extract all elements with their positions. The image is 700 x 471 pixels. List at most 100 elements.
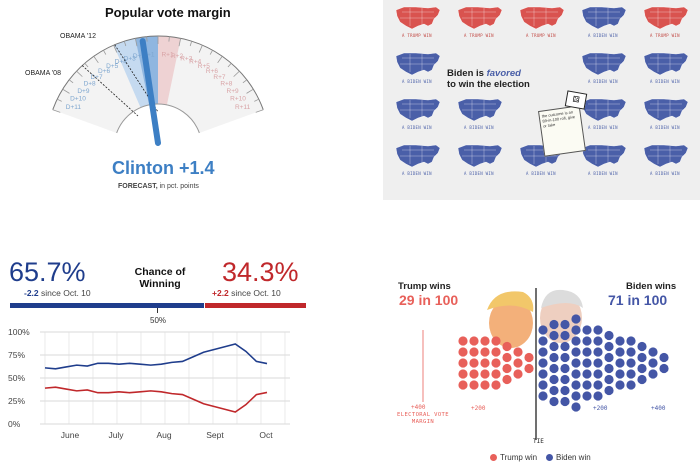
trump-win-dot <box>502 352 512 363</box>
gauge-r-tick-label: R+10 <box>230 96 246 103</box>
biden-win-dot <box>571 336 581 346</box>
trump-win-dot <box>458 369 468 379</box>
trump-win-dot <box>502 374 512 385</box>
biden-win-dot <box>582 391 592 401</box>
biden-win-dot <box>538 369 548 379</box>
dice-icon: ⚄ <box>564 90 588 110</box>
rep-change: +2.2 since Oct. 10 <box>212 288 281 298</box>
map-outcome-label: A BIDEN WIN <box>402 79 432 84</box>
dem-chance-pct: 65.7% <box>9 257 86 287</box>
chance-bar-midpoint <box>157 308 158 313</box>
biden-win-dot <box>538 325 548 335</box>
trump-win-dot <box>491 347 501 357</box>
biden-win-map <box>642 96 690 122</box>
biden-win-dot <box>571 369 581 379</box>
gauge-label-obama-08: OBAMA '08 <box>25 70 61 77</box>
biden-win-dot <box>626 369 636 379</box>
chance-x-tick-label: July <box>108 430 124 440</box>
biden-win-dot <box>626 358 636 368</box>
biden-win-dot <box>582 369 592 379</box>
gauge-d-tick-label: D+9 <box>77 88 89 95</box>
map-headline-box: Biden is favored to win the election <box>445 66 571 98</box>
biden-win-dot <box>604 385 614 396</box>
map-outcome-label: A BIDEN WIN <box>588 79 618 84</box>
trump-win-dot <box>469 380 479 390</box>
biden-win-dot <box>560 396 570 407</box>
biden-win-dot <box>604 341 614 352</box>
chance-x-tick-label: Aug <box>156 430 171 440</box>
biden-win-dot <box>593 347 603 357</box>
gauge-r-tick-label: R+3 <box>180 55 192 62</box>
gauge-caption: FORECAST, in pct. points <box>118 183 199 190</box>
map-headline-rest: to win the election <box>447 79 530 90</box>
trump-win-dot <box>469 336 479 346</box>
biden-win-map <box>394 50 442 76</box>
gauge-tick <box>242 79 248 84</box>
biden-win-dot <box>582 358 592 368</box>
biden-win-dot <box>560 341 570 352</box>
biden-win-dot <box>626 347 636 357</box>
map-outcome-label: A TRUMP WIN <box>464 33 494 38</box>
map-outcome-label: A BIDEN WIN <box>526 171 556 176</box>
rep-change-value: +2.2 <box>212 288 229 298</box>
biden-win-dot <box>615 369 625 379</box>
biden-win-dot <box>637 363 647 374</box>
biden-win-dot <box>659 352 669 363</box>
biden-win-dot <box>593 336 603 346</box>
gauge-r-tick-label: R+9 <box>227 88 239 95</box>
biden-win-dot <box>560 330 570 341</box>
gauge-tick <box>113 45 118 53</box>
map-outcome-label: A TRUMP WIN <box>526 33 556 38</box>
chance-x-tick-label: Oct <box>259 430 273 440</box>
biden-win-dot <box>604 352 614 363</box>
outcomes-dot-panel: Trump wins 29 in 100 Biden wins 71 in 10… <box>383 278 700 471</box>
biden-win-dot <box>615 358 625 368</box>
map-outcome-label: A BIDEN WIN <box>464 171 494 176</box>
trump-win-dot <box>480 336 490 346</box>
gauge-caption-bold: FORECAST, <box>118 183 158 190</box>
gauge-d-tick-label: D+1 <box>142 51 154 58</box>
biden-win-dot <box>582 336 592 346</box>
gauge-tick <box>76 70 83 77</box>
biden-win-dot <box>549 341 559 352</box>
gauge-inner-arc <box>116 103 200 134</box>
gauge-r-tick-label: R+11 <box>235 104 251 111</box>
biden-win-dot <box>549 396 559 407</box>
fifty-pct-label: 50% <box>150 316 167 325</box>
gauge-d-tick-label: D+6 <box>98 68 110 75</box>
biden-win-dot <box>648 347 658 357</box>
biden-win-dot <box>593 391 603 401</box>
biden-win-map <box>394 142 442 168</box>
map-note-card: the outcome is an 89-in-100 roll, give o… <box>538 105 586 157</box>
biden-win-dot <box>560 352 570 363</box>
map-outcome-label: A BIDEN WIN <box>402 125 432 130</box>
biden-win-dot <box>560 374 570 385</box>
gauge-r-tick-label: R+5 <box>198 63 210 70</box>
biden-win-dot <box>648 369 658 379</box>
chance-x-tick-label: Sept <box>206 430 224 440</box>
trump-win-dot <box>458 380 468 390</box>
biden-win-dot <box>571 347 581 357</box>
gauge-label-obama-12: OBAMA '12 <box>60 33 96 40</box>
gauge-tick <box>217 56 223 64</box>
biden-win-dot <box>626 380 636 390</box>
chance-x-tick-label: June <box>61 430 80 440</box>
biden-win-dot <box>549 385 559 396</box>
trump-win-dot <box>513 358 523 368</box>
chance-y-tick-label: 100% <box>8 327 30 337</box>
trump-win-dot <box>513 347 523 357</box>
biden-win-dot <box>593 369 603 379</box>
gauge-tick <box>178 38 182 47</box>
axis-ev-label: +400 <box>411 404 426 411</box>
biden-win-dot <box>593 358 603 368</box>
gauge-d-tick-label: D+3 <box>124 55 136 62</box>
trump-win-dot <box>480 380 490 390</box>
legend-trump-label: Trump win <box>500 453 538 462</box>
tick-trump-200: +200 <box>471 405 486 412</box>
gauge-d-tick-label: D+2 <box>133 53 145 60</box>
map-outcome-label: A TRUMP WIN <box>650 33 680 38</box>
trump-wins-number: 29 in 100 <box>399 292 459 308</box>
map-outcome-label: A BIDEN WIN <box>650 171 680 176</box>
biden-win-dot <box>571 358 581 368</box>
tie-label: TIE <box>533 438 544 445</box>
